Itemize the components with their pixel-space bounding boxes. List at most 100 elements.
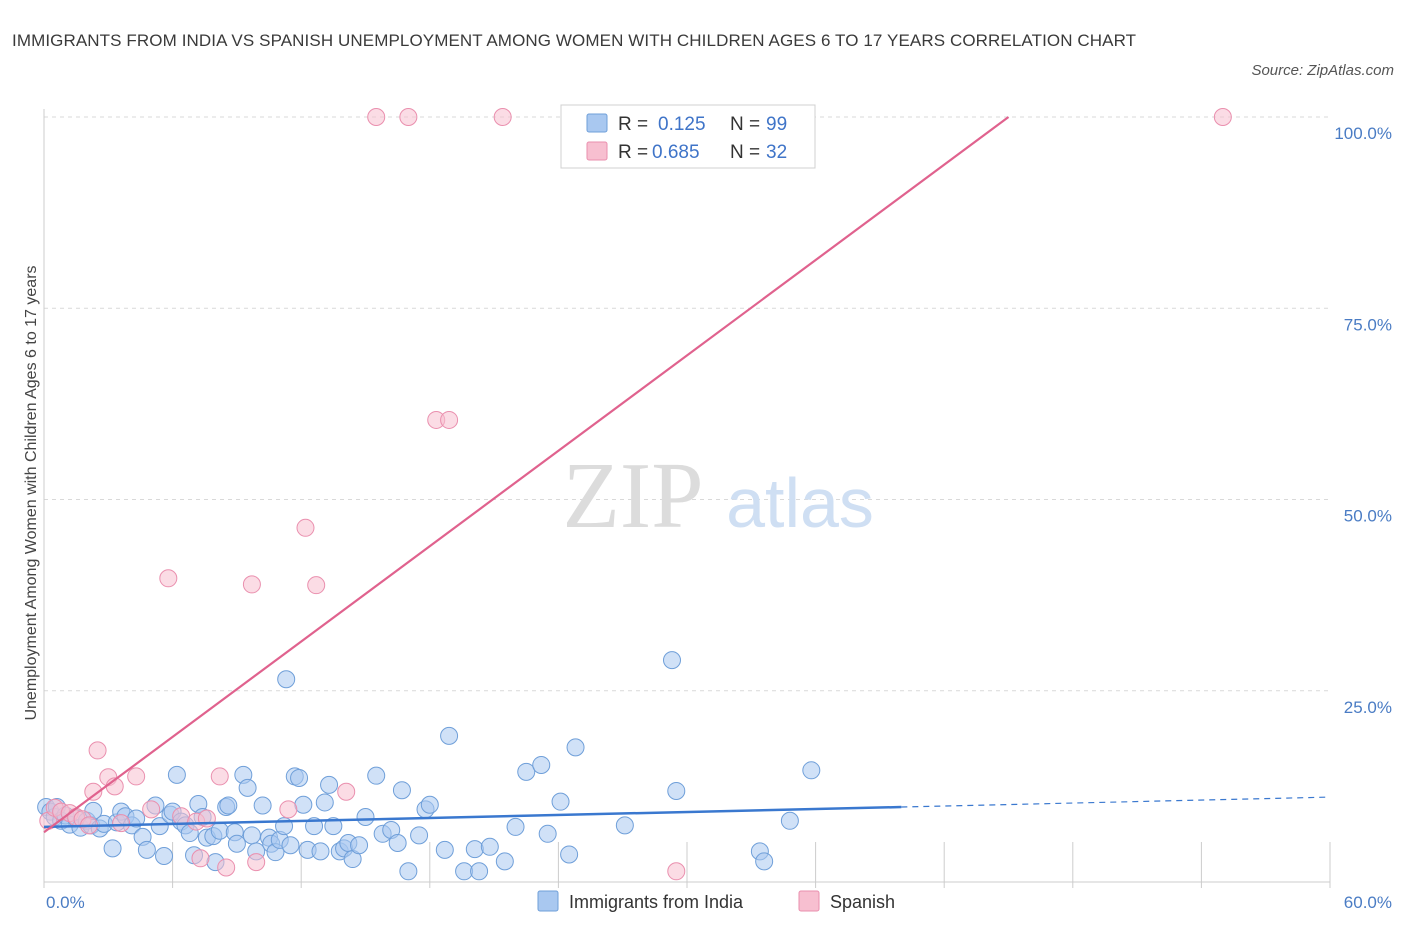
grid-lines	[44, 116, 1330, 692]
spanish-point-13	[142, 800, 161, 819]
india-point-80	[455, 862, 474, 881]
legend-n-label-india: N =	[730, 114, 760, 135]
bottom-legend-label-spanish: Spanish	[830, 892, 895, 912]
series-india-points	[37, 651, 821, 881]
india-point-79	[440, 726, 459, 745]
spanish-point-25	[307, 576, 326, 595]
india-point-59	[311, 842, 330, 861]
india-point-77	[420, 795, 439, 814]
axes	[43, 109, 1331, 888]
india-point-62	[324, 817, 343, 836]
spanish-point-22	[247, 853, 266, 872]
india-trend-extension	[901, 796, 1331, 808]
spanish-point-15	[172, 807, 191, 826]
india-point-43	[238, 778, 257, 797]
legend: R = 0.125 N = 99 R = 0.685 N = 32	[560, 104, 816, 169]
india-point-90	[560, 845, 579, 864]
india-point-27	[167, 765, 186, 784]
india-point-52	[277, 670, 296, 689]
legend-r-label-spanish: R =	[618, 142, 648, 163]
legend-n-value-india: 99	[766, 114, 787, 135]
spanish-trend-line	[43, 116, 1010, 834]
india-point-67	[350, 836, 369, 855]
spanish-point-34	[1213, 108, 1232, 126]
bottom-legend-swatch-spanish	[798, 890, 820, 912]
india-point-82	[470, 862, 489, 881]
spanish-point-21	[242, 575, 261, 594]
india-point-98	[802, 761, 821, 780]
spanish-point-33	[667, 862, 686, 881]
spanish-point-17	[191, 849, 210, 868]
spanish-point-19	[210, 767, 229, 786]
watermark-atlas: atlas	[726, 464, 874, 542]
india-point-94	[667, 781, 686, 800]
legend-r-label-india: R =	[618, 114, 648, 135]
spanish-point-24	[296, 518, 315, 537]
chart-title: IMMIGRANTS FROM INDIA VS SPANISH UNEMPLO…	[12, 31, 1137, 50]
spanish-point-7	[84, 782, 103, 801]
india-point-21	[137, 840, 156, 859]
india-point-23	[150, 817, 169, 836]
spanish-point-30	[440, 410, 459, 429]
spanish-point-8	[88, 741, 107, 760]
legend-n-label-spanish: N =	[730, 142, 760, 163]
india-trend-line	[43, 805, 902, 829]
india-point-41	[227, 834, 246, 853]
legend-swatch-india	[586, 113, 608, 133]
india-point-53	[281, 836, 300, 855]
india-point-55	[290, 768, 309, 787]
y-tick-label-3: 100.0%	[1334, 124, 1392, 143]
india-point-46	[253, 796, 272, 815]
y-tick-label-1: 50.0%	[1344, 507, 1392, 526]
india-point-44	[242, 826, 261, 845]
india-point-60	[315, 793, 334, 812]
spanish-point-26	[337, 782, 356, 801]
india-point-89	[551, 792, 570, 811]
india-point-85	[506, 817, 525, 836]
india-point-86	[517, 762, 536, 781]
india-point-96	[755, 852, 774, 871]
india-point-73	[392, 781, 411, 800]
spanish-point-11	[112, 814, 131, 833]
india-point-93	[662, 651, 681, 670]
watermark-zip: ZIP	[563, 444, 704, 548]
india-point-78	[435, 840, 454, 859]
legend-r-value-india: 0.125	[658, 114, 706, 135]
india-point-69	[367, 766, 386, 785]
india-point-83	[480, 837, 499, 856]
india-point-24	[155, 846, 174, 865]
spanish-point-12	[127, 767, 146, 786]
india-point-88	[538, 824, 557, 843]
india-point-84	[495, 852, 514, 871]
india-point-74	[399, 862, 418, 881]
x-tick-label-1: 60.0%	[1344, 893, 1392, 912]
india-point-72	[388, 833, 407, 852]
y-tick-labels: 25.0% 50.0% 75.0% 100.0%	[1334, 124, 1392, 717]
x-tick-labels: 0.0% 60.0%	[46, 893, 1392, 912]
india-point-81	[465, 840, 484, 859]
watermark: ZIP atlas	[563, 444, 874, 548]
india-point-91	[566, 738, 585, 757]
india-point-75	[410, 826, 429, 845]
y-tick-label-0: 25.0%	[1344, 698, 1392, 717]
trend-lines	[43, 116, 1331, 834]
x-tick-label-0: 0.0%	[46, 893, 85, 912]
india-point-97	[780, 811, 799, 830]
spanish-point-31	[493, 108, 512, 126]
india-point-14	[103, 839, 122, 858]
spanish-point-23	[279, 800, 298, 819]
india-point-87	[532, 755, 551, 774]
india-point-61	[320, 775, 339, 794]
spanish-point-20	[217, 858, 236, 877]
bottom-legend: Immigrants from India Spanish	[537, 890, 895, 912]
legend-n-value-spanish: 32	[766, 142, 787, 163]
india-point-68	[356, 807, 375, 826]
india-point-37	[210, 821, 229, 840]
legend-r-value-spanish: 0.685	[652, 142, 700, 163]
y-tick-label-2: 75.0%	[1344, 315, 1392, 334]
spanish-point-28	[399, 108, 418, 126]
bottom-legend-label-india: Immigrants from India	[569, 892, 744, 912]
spanish-point-27	[367, 108, 386, 126]
source-label: Source: ZipAtlas.com	[1251, 62, 1394, 79]
